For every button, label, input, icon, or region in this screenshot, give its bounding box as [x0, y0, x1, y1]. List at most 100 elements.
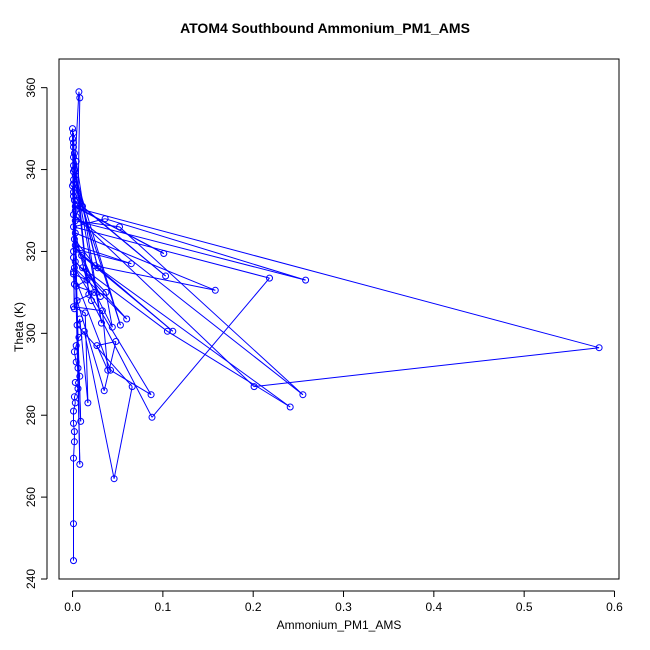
data-point [70, 129, 77, 137]
data-point [70, 143, 77, 151]
data-point [116, 321, 124, 329]
series-line-segment [151, 277, 270, 418]
series-line-segment [81, 255, 291, 408]
data-point [116, 223, 123, 231]
data-point [127, 260, 135, 268]
data-point [70, 348, 78, 356]
x-tick-label: 0.6 [606, 600, 623, 614]
data-point [74, 196, 82, 204]
data-point [70, 166, 78, 174]
y-tick-label: 320 [24, 241, 38, 261]
data-point [97, 293, 104, 300]
data-point [70, 557, 77, 565]
series-line-segment [73, 153, 90, 295]
data-point [70, 153, 77, 161]
data-point [69, 125, 76, 133]
series-line-segment [103, 341, 117, 391]
data-point [70, 254, 77, 262]
data-point [107, 366, 114, 374]
series-line-segment [73, 267, 152, 395]
series-line-segment [73, 423, 75, 432]
data-point [72, 282, 80, 290]
series-line-segment [77, 97, 81, 201]
data-point [81, 309, 89, 317]
y-tick-label: 240 [24, 569, 38, 589]
data-point [169, 327, 177, 335]
data-point [211, 286, 219, 294]
data-point [76, 460, 84, 468]
data-point [70, 438, 78, 446]
data-point [160, 250, 168, 257]
series-line-segment [73, 273, 111, 371]
data-point [70, 520, 77, 528]
series-line-segment [113, 386, 133, 479]
series-line-segment [105, 292, 113, 328]
series-line-segment [75, 220, 306, 281]
data-point [104, 366, 112, 374]
data-point [88, 297, 95, 305]
data-point [73, 297, 81, 305]
series-line-segment [110, 369, 152, 396]
series-line-segment [254, 347, 600, 388]
data-point [71, 229, 79, 237]
data-point [70, 419, 77, 427]
x-tick-label: 0.4 [425, 600, 442, 614]
series-line-segment [119, 226, 304, 396]
data-point [93, 342, 101, 350]
x-tick-label: 0.2 [245, 600, 262, 614]
data-point [108, 323, 116, 331]
data-point [148, 413, 156, 421]
data-point [70, 176, 77, 184]
series-line-segment [104, 218, 306, 281]
y-tick-label: 260 [24, 487, 38, 507]
data-point [70, 407, 77, 415]
data-point [71, 217, 79, 225]
series-line-segment [76, 300, 105, 391]
data-point [70, 223, 77, 231]
series-points [69, 88, 603, 565]
data-point [102, 288, 110, 296]
data-point [77, 417, 85, 425]
chart-title: ATOM4 Southbound Ammonium_PM1_AMS [180, 20, 470, 36]
data-point [70, 393, 78, 401]
data-point [98, 307, 106, 315]
data-point [595, 344, 603, 352]
data-point [72, 358, 80, 366]
data-point [84, 399, 92, 407]
series-line-segment [73, 388, 79, 398]
data-point [85, 290, 93, 298]
series-line-segment [73, 402, 76, 412]
x-tick-label: 0.3 [335, 600, 352, 614]
data-point [70, 305, 78, 313]
y-tick-label: 280 [24, 405, 38, 425]
data-point [110, 475, 118, 483]
y-tick-label: 340 [24, 159, 38, 179]
data-point [70, 192, 77, 200]
series-line-segment [167, 330, 291, 408]
data-point [80, 327, 88, 335]
data-point [70, 454, 77, 462]
x-axis: 0.0 0.1 0.2 0.3 0.4 0.5 0.6 [64, 590, 623, 614]
data-point [74, 385, 82, 393]
data-point [123, 315, 131, 323]
series-line-segment [73, 226, 270, 279]
data-point [112, 338, 120, 345]
data-point [162, 272, 170, 280]
data-point [73, 321, 81, 329]
data-point [128, 383, 136, 391]
series-line-segment [95, 265, 216, 291]
data-point [163, 327, 171, 335]
data-point [299, 391, 307, 399]
data-point [79, 202, 86, 210]
series-line-segment [77, 207, 600, 349]
data-point [70, 280, 78, 288]
data-point [70, 428, 78, 436]
series-line-segment [73, 183, 81, 465]
data-point [71, 258, 79, 266]
series-line-segment [96, 345, 109, 371]
y-tick-label: 300 [24, 323, 38, 343]
data-point [79, 264, 86, 272]
y-axis: 240 260 280 300 320 340 360 [24, 77, 48, 589]
series-line-segment [83, 331, 115, 479]
data-point [100, 387, 108, 395]
